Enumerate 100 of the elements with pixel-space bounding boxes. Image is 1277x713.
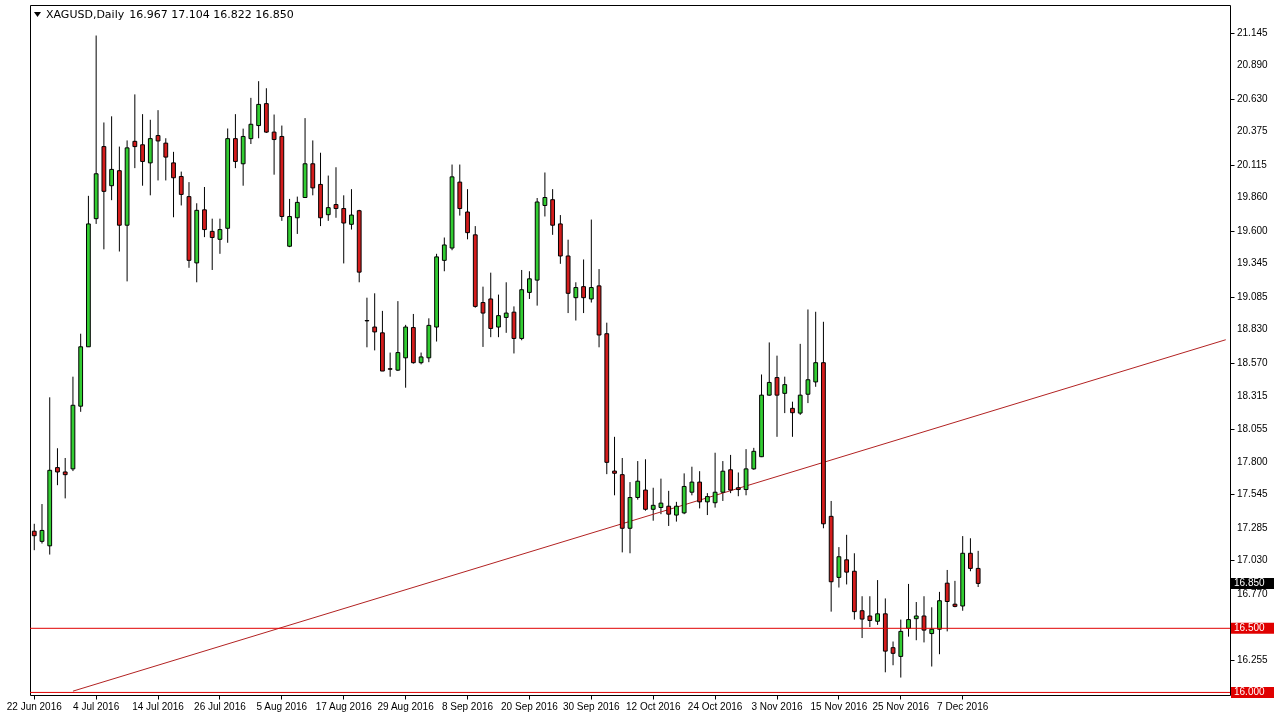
candlestick — [542, 172, 548, 217]
candlestick — [805, 308, 811, 404]
candlestick — [132, 93, 138, 169]
x-tick-label: 24 Oct 2016 — [687, 700, 743, 712]
candlestick — [387, 352, 393, 378]
candlestick — [674, 501, 679, 523]
candlestick — [256, 80, 262, 139]
candlestick — [395, 300, 401, 372]
y-tick-label: 16.255 — [1237, 653, 1269, 665]
x-tick-label: 25 Nov 2016 — [872, 700, 930, 712]
y-tick-label: 18.570 — [1237, 356, 1269, 368]
candlestick — [859, 595, 865, 639]
candlestick — [202, 186, 207, 238]
candlestick — [720, 460, 726, 502]
candlestick — [55, 447, 60, 486]
candlestick — [975, 550, 981, 588]
ref-line-label: 16.500 — [1234, 622, 1266, 634]
candlestick — [751, 447, 757, 471]
candlestick — [735, 471, 741, 497]
y-tick-label: 20.890 — [1237, 59, 1269, 71]
candlestick — [944, 569, 950, 632]
candlestick — [109, 115, 115, 201]
candlestick — [913, 601, 919, 641]
candlestick — [666, 490, 672, 527]
ref-line-label: 16.000 — [1234, 686, 1266, 698]
candlestick — [233, 113, 238, 169]
x-tick-label: 17 Aug 2016 — [315, 700, 373, 712]
candlestick — [774, 355, 780, 438]
y-tick-label: 20.115 — [1237, 158, 1268, 170]
candlestick — [588, 219, 594, 304]
candlestick — [271, 114, 277, 176]
candlestick — [836, 546, 842, 589]
candlestick — [333, 166, 339, 219]
x-tick-label: 12 Oct 2016 — [625, 700, 681, 712]
candlestick — [155, 109, 161, 181]
candlestick — [766, 341, 772, 397]
candlestick — [929, 606, 935, 668]
candlestick — [465, 188, 470, 240]
candlestick — [635, 460, 641, 501]
candlestick — [217, 218, 223, 255]
candlestick — [743, 448, 749, 496]
candlestick — [178, 171, 184, 206]
y-tick-label: 17.800 — [1237, 455, 1269, 467]
candlestick — [163, 137, 169, 181]
candlestick — [364, 297, 370, 348]
candlestick — [612, 436, 617, 496]
x-tick-label: 5 Aug 2016 — [256, 700, 308, 712]
x-tick-label: 3 Nov 2016 — [751, 700, 804, 712]
candlestick — [62, 457, 68, 499]
x-tick-label: 26 Jul 2016 — [194, 700, 247, 712]
candlestick — [325, 175, 331, 222]
chart-title: XAGUSD,Daily — [46, 8, 125, 21]
candlestick — [890, 641, 896, 666]
x-tick-label: 29 Aug 2016 — [377, 700, 435, 712]
candlestick — [573, 281, 579, 321]
candlestick — [906, 583, 911, 638]
candlestick — [496, 294, 501, 338]
candlestick — [797, 343, 803, 416]
candlestick — [209, 218, 215, 271]
y-tick-label: 16.770 — [1237, 587, 1269, 599]
x-tick-label: 20 Sep 2016 — [501, 700, 559, 712]
candlestick — [650, 487, 656, 522]
y-tick-label: 18.315 — [1237, 389, 1269, 401]
candlestick — [527, 270, 532, 300]
candlestick — [171, 151, 176, 218]
candlestick — [782, 376, 788, 414]
candlestick — [952, 580, 958, 608]
candlestick — [349, 188, 354, 231]
candlestick — [658, 478, 664, 515]
candlestick — [581, 258, 586, 314]
candlestick — [480, 286, 486, 348]
candlestick — [140, 113, 145, 187]
x-tick-label: 15 Nov 2016 — [810, 700, 868, 712]
candlestick — [704, 492, 710, 516]
candlestick — [921, 595, 927, 643]
x-tick-label: 8 Sep 2016 — [441, 700, 494, 712]
candlestick — [728, 454, 733, 494]
candlestick — [341, 194, 347, 264]
x-tick-label: 30 Sep 2016 — [562, 700, 621, 712]
chart-subtitle: 16.967 17.104 16.822 16.850 — [129, 8, 294, 21]
candlestick — [697, 470, 703, 509]
x-tick-label: 4 Jul 2016 — [73, 700, 120, 712]
candlestick — [503, 281, 509, 334]
y-tick-label: 19.345 — [1237, 257, 1269, 269]
y-tick-label: 18.055 — [1237, 422, 1269, 434]
candlestick — [813, 311, 819, 388]
x-tick-label: 14 Jul 2016 — [132, 700, 185, 712]
candlestick — [689, 466, 695, 496]
text: 16.850 — [1234, 577, 1266, 589]
candlestick — [875, 579, 880, 626]
candlestick — [844, 534, 850, 585]
y-tick-label: 17.285 — [1237, 521, 1269, 533]
candlestick — [643, 458, 648, 512]
candlestick — [441, 237, 447, 272]
x-tick-label: 22 Jun 2016 — [6, 700, 63, 712]
y-tick-label: 20.630 — [1237, 92, 1269, 104]
candlestick — [790, 401, 795, 438]
x-tick-label: 7 Dec 2016 — [937, 700, 989, 712]
y-tick-label: 20.375 — [1237, 125, 1269, 137]
y-tick-label: 17.030 — [1237, 554, 1269, 566]
